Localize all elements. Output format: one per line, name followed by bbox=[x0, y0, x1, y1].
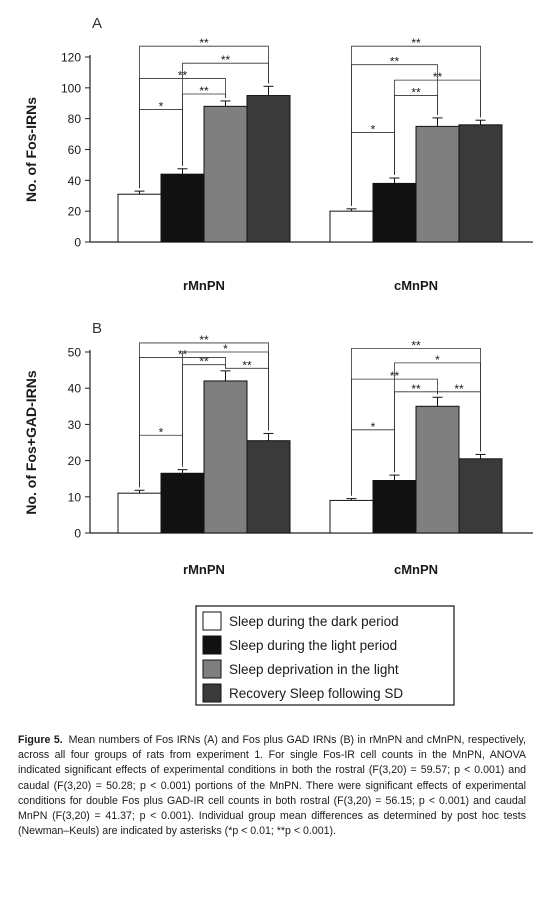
significance-bracket bbox=[139, 342, 269, 488]
y-tick-label: 100 bbox=[61, 81, 81, 95]
significance-asterisk: ** bbox=[454, 382, 464, 396]
bar-cmnpn-series-1 bbox=[329, 499, 374, 534]
category-label-cmnpn: cMnPN bbox=[394, 562, 438, 577]
significance-asterisk: * bbox=[159, 99, 164, 113]
y-tick-label: 120 bbox=[61, 51, 81, 65]
significance-asterisk: ** bbox=[199, 333, 209, 347]
significance-bracket bbox=[139, 45, 269, 189]
panel-label: A bbox=[92, 15, 102, 32]
y-tick-label: 20 bbox=[68, 454, 82, 468]
significance-asterisk: ** bbox=[390, 55, 400, 69]
y-tick-label: 50 bbox=[68, 346, 82, 360]
significance-asterisk: ** bbox=[411, 338, 421, 352]
legend-box bbox=[195, 605, 455, 706]
legend-swatch-1 bbox=[202, 611, 222, 631]
legend-label-3: Sleep deprivation in the light bbox=[229, 662, 399, 677]
bar-cmnpn-series-4 bbox=[458, 458, 503, 534]
bar-cmnpn-series-3 bbox=[415, 405, 460, 534]
significance-bracket bbox=[351, 45, 481, 206]
significance-asterisk: ** bbox=[199, 36, 209, 50]
bar-rmnpn-series-2 bbox=[160, 472, 205, 534]
figure-caption: Figure 5. Mean numbers of Fos IRNs (A) an… bbox=[18, 733, 526, 839]
bar-rmnpn-series-2 bbox=[160, 173, 205, 243]
category-label-rmnpn: rMnPN bbox=[183, 278, 225, 293]
bar-rmnpn-series-3 bbox=[203, 380, 248, 534]
significance-asterisk: ** bbox=[199, 355, 209, 369]
significance-asterisk: * bbox=[371, 123, 376, 137]
bar-cmnpn-series-2 bbox=[372, 480, 417, 534]
significance-asterisk: ** bbox=[221, 53, 231, 67]
legend-swatch-2 bbox=[202, 635, 222, 655]
significance-asterisk: * bbox=[223, 342, 228, 356]
category-label-rmnpn: rMnPN bbox=[183, 562, 225, 577]
bar-rmnpn-series-4 bbox=[246, 95, 291, 243]
bar-cmnpn-series-2 bbox=[372, 182, 417, 243]
bar-rmnpn-series-1 bbox=[117, 193, 162, 243]
panel-label: B bbox=[92, 320, 102, 337]
chart-panel-a: A No. of Fos-IRNs 0 20 40 60 80 100 120 rMnPN cMnP… bbox=[23, 15, 533, 293]
figure-caption-text: Mean numbers of Fos IRNs (A) and Fos plu… bbox=[18, 734, 526, 838]
y-axis-label: No. of Fos+GAD-IRNs bbox=[23, 370, 39, 514]
category-label-cmnpn: cMnPN bbox=[394, 278, 438, 293]
y-tick-label: 80 bbox=[68, 112, 82, 126]
significance-asterisk: ** bbox=[411, 36, 421, 50]
y-tick-label: 30 bbox=[68, 418, 82, 432]
legend-label-2: Sleep during the light period bbox=[229, 638, 397, 653]
legend-label-4: Recovery Sleep following SD bbox=[229, 686, 403, 701]
significance-asterisk: ** bbox=[242, 358, 252, 372]
y-tick-label: 40 bbox=[68, 174, 82, 188]
bar-rmnpn-series-4 bbox=[246, 440, 291, 534]
legend-label-1: Sleep during the dark period bbox=[229, 614, 399, 629]
legend: Sleep during the dark period Sleep during… bbox=[195, 605, 455, 706]
bar-rmnpn-series-1 bbox=[117, 492, 162, 534]
chart-panel-b: B No. of Fos+GAD-IRNs 0 10 20 30 40 50 rMnPN cMnP… bbox=[23, 320, 533, 577]
bar-cmnpn-series-3 bbox=[415, 125, 460, 243]
significance-asterisk: ** bbox=[411, 86, 421, 100]
legend-swatch-4 bbox=[202, 683, 222, 703]
significance-asterisk: ** bbox=[199, 84, 209, 98]
significance-bracket bbox=[351, 347, 481, 496]
significance-asterisk: ** bbox=[411, 382, 421, 396]
figure-caption-label: Figure 5. bbox=[18, 734, 63, 746]
y-axis-label: No. of Fos-IRNs bbox=[23, 97, 39, 202]
y-tick-label: 10 bbox=[68, 490, 82, 504]
significance-asterisk: * bbox=[159, 425, 164, 439]
y-tick-label: 60 bbox=[68, 143, 82, 157]
significance-asterisk: * bbox=[435, 353, 440, 367]
bar-cmnpn-series-4 bbox=[458, 124, 503, 243]
bar-cmnpn-series-1 bbox=[329, 210, 374, 243]
significance-asterisk: * bbox=[371, 420, 376, 434]
y-tick-label: 20 bbox=[68, 205, 82, 219]
y-tick-label: 0 bbox=[74, 527, 81, 541]
y-tick-label: 40 bbox=[68, 382, 82, 396]
legend-swatch-3 bbox=[202, 659, 222, 679]
bar-rmnpn-series-3 bbox=[203, 105, 248, 243]
y-tick-label: 0 bbox=[74, 236, 81, 250]
